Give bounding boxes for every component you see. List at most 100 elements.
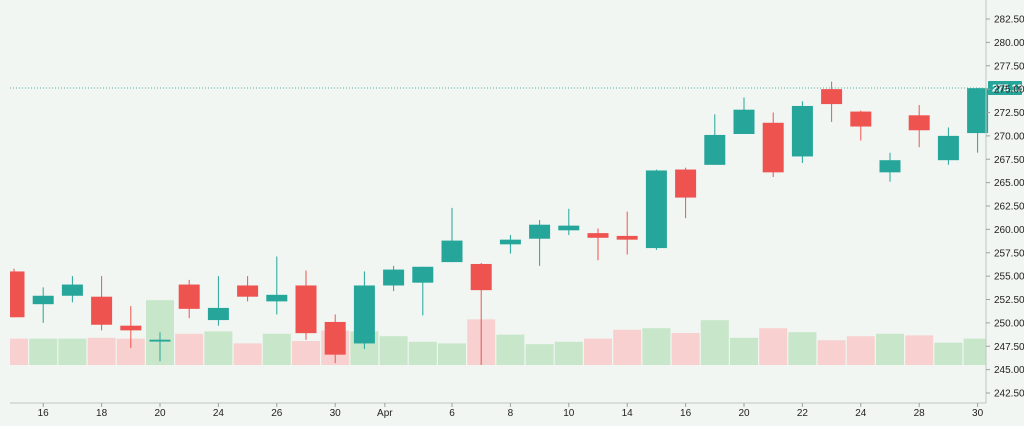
candle [675,167,697,219]
candle [10,268,25,318]
candle-body [879,160,901,173]
y-tick-label: 252.50 [994,295,1024,306]
candle-body [178,284,200,309]
candle-body [967,88,989,134]
candle-body [937,135,959,161]
y-axis: 242.50 245.00 247.50 250.00 252.50 255.00 257.… [985,0,1024,403]
y-tick-label: 275.00 [994,85,1024,96]
candle [32,287,54,323]
x-tick-label: 26 [271,408,283,419]
candle-body [383,269,405,286]
candle-body [850,111,872,127]
volume-bar [584,338,612,365]
y-tick-label: 247.50 [994,342,1024,353]
candle [879,152,901,182]
candle-body [791,105,813,157]
candle-body [587,233,609,238]
x-tick-label: 28 [914,408,926,419]
candle-body [762,122,784,173]
x-tick-label: Apr [377,408,393,419]
candle-body [733,109,755,135]
y-tick-label: 277.50 [994,61,1024,72]
candle [733,97,755,135]
y-tick-label: 242.50 [994,389,1024,400]
y-tick-label: 270.00 [994,131,1024,142]
candle [470,263,492,365]
volume-bar [671,333,700,365]
candle-body [821,89,843,105]
x-tick-label: 16 [680,408,692,419]
candle [937,127,959,165]
candle-body [558,225,580,231]
volume-bar [788,332,817,365]
candle-body [149,339,171,342]
volume-bar [58,338,87,365]
candle-body [237,285,259,297]
volume-layer [10,300,986,365]
candle [587,228,609,261]
candle-body [441,240,463,263]
candle [353,271,375,350]
volume-bar [876,333,904,365]
candle [791,101,813,163]
last-price-badge [988,81,1022,96]
x-tick-label: 20 [154,408,166,419]
candle [207,276,229,326]
candle-body [529,224,551,239]
volume-bar [554,341,583,365]
candle [529,220,551,266]
candle-body [120,325,142,331]
candle [908,105,930,148]
volume-bar [438,343,466,365]
volume-bar [10,338,28,365]
y-tick-label: 272.50 [994,108,1024,119]
candle [324,314,346,364]
volume-bar [408,341,437,365]
candle [295,270,317,340]
overlay-layer: 275.12 [10,81,1023,96]
candle-body [470,263,492,291]
x-tick-label: 16 [38,408,50,419]
candle-body [645,170,667,249]
candle-body [353,285,375,344]
candle [616,211,638,255]
y-tick-label: 267.50 [994,155,1024,166]
y-tick-label: 255.00 [994,272,1024,283]
candle [558,208,580,235]
volume-bar [642,328,671,365]
volume-bar [905,335,934,365]
candle-body [616,235,638,240]
volume-bar [730,337,758,365]
candle [441,207,463,263]
candle [704,114,726,165]
candle-body [324,321,346,355]
volume-bar [700,320,729,365]
volume-bar [934,342,963,365]
x-tick-label: 30 [972,408,984,419]
candle [499,234,521,254]
candle-body [499,239,521,245]
candle [850,110,872,141]
x-tick-label: 6 [449,408,455,419]
y-tick-label: 245.00 [994,365,1024,376]
candle-body [91,296,113,325]
volume-bar [29,338,58,365]
volume-bar [846,336,875,365]
candle-body [908,115,930,131]
volume-bar [379,336,408,365]
candle [237,276,259,302]
y-tick-label: 257.50 [994,248,1024,259]
candle [967,88,989,153]
candle [266,256,288,315]
x-tick-label: 8 [508,408,514,419]
x-tick-label: 30 [330,408,342,419]
volume-bar [613,329,642,365]
candle [383,265,405,292]
candle [178,279,200,319]
candle [645,169,667,250]
candle-body [412,266,434,283]
x-tick-label: 22 [797,408,809,419]
y-tick-label: 282.50 [994,15,1024,26]
